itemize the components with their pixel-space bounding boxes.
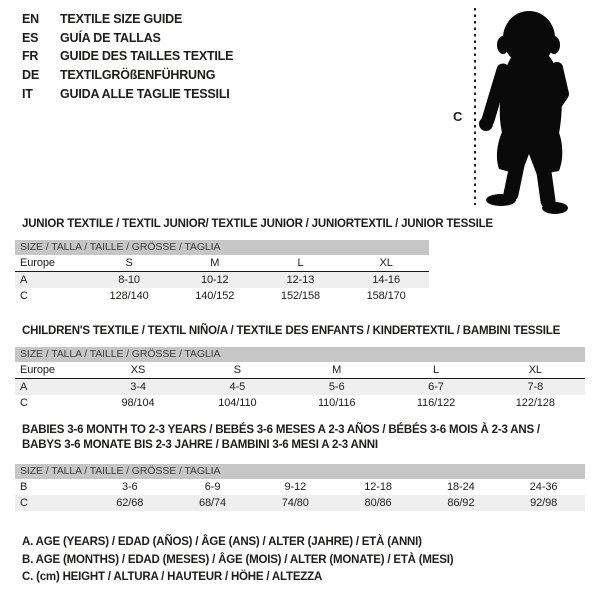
table-cell: M xyxy=(171,255,258,272)
section-title-babies-line1: BABIES 3-6 MONTH TO 2-3 YEARS / BEBÉS 3-… xyxy=(22,424,540,436)
lang-row-es: ES GUÍA DE TALLAS xyxy=(22,29,233,48)
table-row: C 128/140 140/152 152/158 158/170 xyxy=(15,288,429,304)
table-row: B 3-6 6-9 9-12 12-18 18-24 24-36 xyxy=(15,479,585,495)
table-cell: 18-24 xyxy=(447,481,475,493)
row-label: C xyxy=(20,397,28,409)
table-cell: 62/68 xyxy=(116,497,144,509)
table-cell: 104/110 xyxy=(218,397,257,409)
table-row: A 3-4 4-5 5-6 6-7 7-8 xyxy=(15,378,585,395)
table-cell: L xyxy=(386,362,486,379)
row-label: A xyxy=(20,381,28,393)
row-label: Europe xyxy=(15,255,87,272)
lang-code: DE xyxy=(22,68,39,83)
table-cell: 110/116 xyxy=(317,397,356,409)
section-title-junior: JUNIOR TEXTILE / TEXTIL JUNIOR/ TEXTILE … xyxy=(22,218,493,230)
table-cell: 8-10 xyxy=(118,274,140,286)
table-cell: 3-4 xyxy=(130,381,146,393)
table-cell: 128/140 xyxy=(109,290,149,302)
table-cell: M xyxy=(287,362,387,379)
size-table-junior: SIZE / TALLA / TAILLE / GRÖSSE / TAGLIA … xyxy=(15,240,429,304)
table-row: A 8-10 10-12 12-13 14-16 xyxy=(15,271,429,288)
lang-code: EN xyxy=(22,12,39,27)
table-cell: 12-13 xyxy=(286,274,315,286)
table-cell: S xyxy=(86,255,172,272)
table-row: C 62/68 68/74 74/80 80/86 86/92 92/98 xyxy=(15,495,585,511)
table-cell: 24-36 xyxy=(529,481,558,493)
table-cell: 3-6 xyxy=(121,481,138,493)
section-title-babies-line2: BABYS 3-6 MONATE BIS 2-3 JAHRE / BAMBINI… xyxy=(22,439,378,451)
lang-title: GUÍA DE TALLAS xyxy=(60,30,161,45)
table-cell: 80/86 xyxy=(364,497,392,509)
language-list: EN TEXTILE SIZE GUIDE ES GUÍA DE TALLAS … xyxy=(22,10,233,103)
size-table-children: SIZE / TALLA / TAILLE / GRÖSSE / TAGLIA … xyxy=(15,347,585,411)
lang-row-de: DE TEXTILGRÖßENFÜHRUNG xyxy=(22,66,233,85)
lang-code: FR xyxy=(22,49,39,64)
row-label: C xyxy=(20,497,28,509)
size-header-bar: SIZE / TALLA / TAILLE / GRÖSSE / TAGLIA xyxy=(15,464,585,479)
table-cell: 116/122 xyxy=(416,397,456,409)
table-cell: 10-12 xyxy=(200,274,229,286)
row-label: Europe xyxy=(15,362,89,379)
row-label: C xyxy=(20,290,28,302)
junior-table: Europe S M L XL A 8-10 10-12 12-13 14-16 C 128/140 1… xyxy=(15,255,429,304)
table-row: Europe XS S M L XL xyxy=(15,362,585,379)
children-table: Europe XS S M L XL A 3-4 4-5 5-6 6-7 7-8 C 98/104 104/… xyxy=(15,362,585,411)
table-cell: XL xyxy=(485,362,585,379)
height-label-c: C xyxy=(453,109,463,124)
table-cell: XL xyxy=(343,255,429,272)
table-cell: S xyxy=(187,362,288,379)
row-label: A xyxy=(20,274,28,286)
table-cell: 12-18 xyxy=(364,481,392,493)
lang-row-en: EN TEXTILE SIZE GUIDE xyxy=(22,10,233,29)
row-label: B xyxy=(20,481,28,493)
table-cell: 14-16 xyxy=(372,274,400,286)
table-cell: 152/158 xyxy=(280,290,320,302)
section-title-children: CHILDREN'S TEXTILE / TEXTIL NIÑO/A / TEX… xyxy=(22,325,561,337)
table-cell: 7-8 xyxy=(527,381,544,393)
table-cell: 6-7 xyxy=(428,381,444,393)
lang-code: IT xyxy=(22,86,33,101)
baby-silhouette-figure: C xyxy=(453,8,569,214)
babies-table: B 3-6 6-9 9-12 12-18 18-24 24-36 C 62/68 68/74 74/… xyxy=(15,479,585,511)
size-table-babies: SIZE / TALLA / TAILLE / GRÖSSE / TAGLIA … xyxy=(15,464,585,511)
table-cell: 98/104 xyxy=(121,397,155,409)
note-age-months: B. AGE (MONTHS) / EDAD (MESES) / ÂGE (MO… xyxy=(22,553,454,566)
table-cell: 68/74 xyxy=(199,497,227,509)
table-row: C 98/104 104/110 110/116 116/122 122/128 xyxy=(15,395,585,411)
lang-title: GUIDA ALLE TAGLIE TESSILI xyxy=(60,86,230,101)
table-cell: 74/80 xyxy=(281,497,309,509)
note-age-years: A. AGE (YEARS) / EDAD (AÑOS) / ÂGE (ANS)… xyxy=(22,536,422,548)
lang-title: GUIDE DES TAILLES TEXTILE xyxy=(60,49,234,64)
lang-row-fr: FR GUIDE DES TAILLES TEXTILE xyxy=(22,47,233,66)
table-cell: 4-5 xyxy=(229,381,246,393)
table-cell: 6-9 xyxy=(204,481,221,493)
legend-notes: A. AGE (YEARS) / EDAD (AÑOS) / ÂGE (ANS)… xyxy=(22,536,454,589)
table-cell: 5-6 xyxy=(328,381,345,393)
lang-row-it: IT GUIDA ALLE TAGLIE TESSILI xyxy=(22,84,233,103)
size-header-bar: SIZE / TALLA / TAILLE / GRÖSSE / TAGLIA xyxy=(15,240,429,255)
size-header-bar: SIZE / TALLA / TAILLE / GRÖSSE / TAGLIA xyxy=(15,347,585,362)
note-height-cm: C. (cm) HEIGHT / ALTURA / HAUTEUR / HÖHE… xyxy=(22,571,323,584)
lang-title: TEXTILE SIZE GUIDE xyxy=(60,12,183,27)
table-row: Europe S M L XL xyxy=(15,255,429,272)
table-cell: L xyxy=(257,255,344,272)
table-cell: 9-12 xyxy=(284,481,307,493)
table-cell: 122/128 xyxy=(515,397,555,409)
table-cell: 158/170 xyxy=(366,290,406,302)
baby-silhouette xyxy=(479,11,569,214)
lang-code: ES xyxy=(22,30,39,45)
table-cell: 140/152 xyxy=(195,290,235,302)
table-cell: 86/92 xyxy=(447,497,475,509)
table-cell: 92/98 xyxy=(530,497,558,509)
table-cell: XS xyxy=(88,362,188,379)
lang-title: TEXTILGRÖßENFÜHRUNG xyxy=(60,68,216,83)
